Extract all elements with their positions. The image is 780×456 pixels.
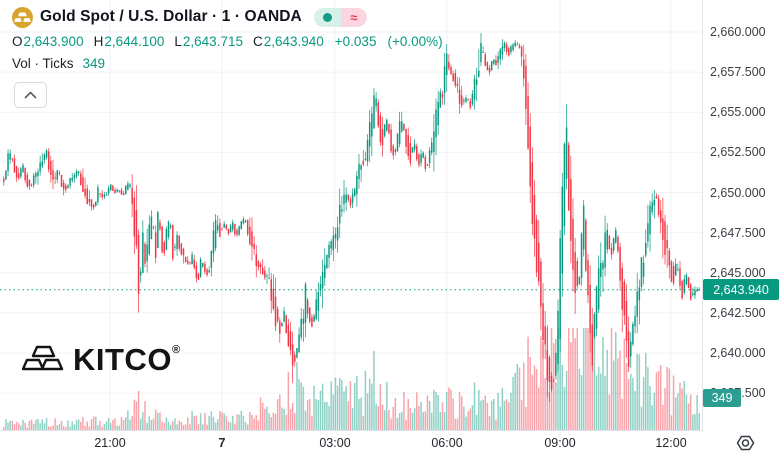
- price-tick-label: 2,642.500: [710, 305, 766, 320]
- time-tick-label: 03:00: [319, 436, 351, 450]
- price-tick-label: 2,655.000: [710, 105, 766, 120]
- market-status-toggle[interactable]: ≈: [313, 7, 367, 27]
- volume-row: Vol · Ticks 349: [12, 56, 443, 71]
- market-open-indicator: [313, 7, 341, 27]
- candlestick-chart: [0, 0, 702, 430]
- price-tick-label: 2,647.500: [710, 225, 766, 240]
- volume-label: Vol · Ticks: [12, 56, 74, 71]
- price-tick-label: 2,657.500: [710, 65, 766, 80]
- time-tick-label: 21:00: [94, 436, 126, 450]
- volume-value: 349: [82, 56, 106, 71]
- status-dot-icon: [322, 12, 332, 22]
- time-tick-label: 12:00: [655, 436, 687, 450]
- time-tick-label: 09:00: [544, 436, 576, 450]
- current-price-badge: 2,643.940: [703, 279, 779, 301]
- ohlc-row: O2,643.900 H2,644.100 L2,643.715 C2,643.…: [12, 34, 443, 49]
- price-tick-label: 2,640.000: [710, 346, 766, 360]
- close-value: C2,643.940: [252, 34, 324, 49]
- kitco-watermark: KITCO ®: [22, 344, 180, 376]
- chart-pane[interactable]: KITCO ® Gold Spot / U.S. Dollar · 1 · OA…: [0, 0, 703, 431]
- open-value: O2,643.900: [12, 34, 84, 49]
- time-tick-label: 06:00: [431, 436, 463, 450]
- high-value: H2,644.100: [93, 34, 165, 49]
- settings-gear-icon[interactable]: [735, 434, 756, 452]
- low-value: L2,643.715: [174, 34, 243, 49]
- kitco-brand-text: KITCO: [73, 342, 172, 377]
- price-tick-label: 2,645.000: [710, 265, 766, 280]
- gold-symbol-icon: [12, 6, 33, 28]
- time-axis[interactable]: 21:00 7 03:00 06:00 09:00 12:00: [0, 431, 780, 456]
- change-percent: (+0.00%): [387, 34, 443, 49]
- price-tick-label: 2,650.000: [710, 185, 766, 200]
- price-axis[interactable]: 2,637.5002,640.0002,642.5002,645.0002,64…: [703, 0, 780, 430]
- symbol-row: Gold Spot / U.S. Dollar · 1 · OANDA ≈: [12, 6, 443, 28]
- symbol-title[interactable]: Gold Spot / U.S. Dollar · 1 · OANDA: [40, 8, 302, 25]
- chart-legend: Gold Spot / U.S. Dollar · 1 · OANDA ≈ O2…: [12, 6, 443, 108]
- price-tick-label: 2,652.500: [710, 145, 766, 160]
- chevron-up-icon: [24, 91, 37, 99]
- current-volume-badge: 349: [703, 389, 741, 407]
- registered-trademark: ®: [171, 344, 181, 356]
- time-tick-label: 7: [218, 436, 226, 450]
- collapse-legend-button[interactable]: [14, 82, 47, 108]
- approx-price-indicator: ≈: [340, 7, 367, 27]
- price-tick-label: 2,660.000: [710, 25, 766, 39]
- change-value: +0.035: [334, 34, 377, 49]
- kitco-gold-bars-icon: [22, 345, 64, 371]
